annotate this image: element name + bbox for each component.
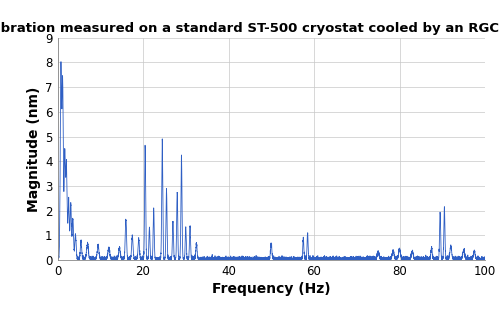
Title: Vibration measured on a standard ST-500 cryostat cooled by an RGC system: Vibration measured on a standard ST-500 … (0, 22, 500, 35)
X-axis label: Frequency (Hz): Frequency (Hz) (212, 282, 330, 296)
Y-axis label: Magnitude (nm): Magnitude (nm) (27, 86, 41, 212)
